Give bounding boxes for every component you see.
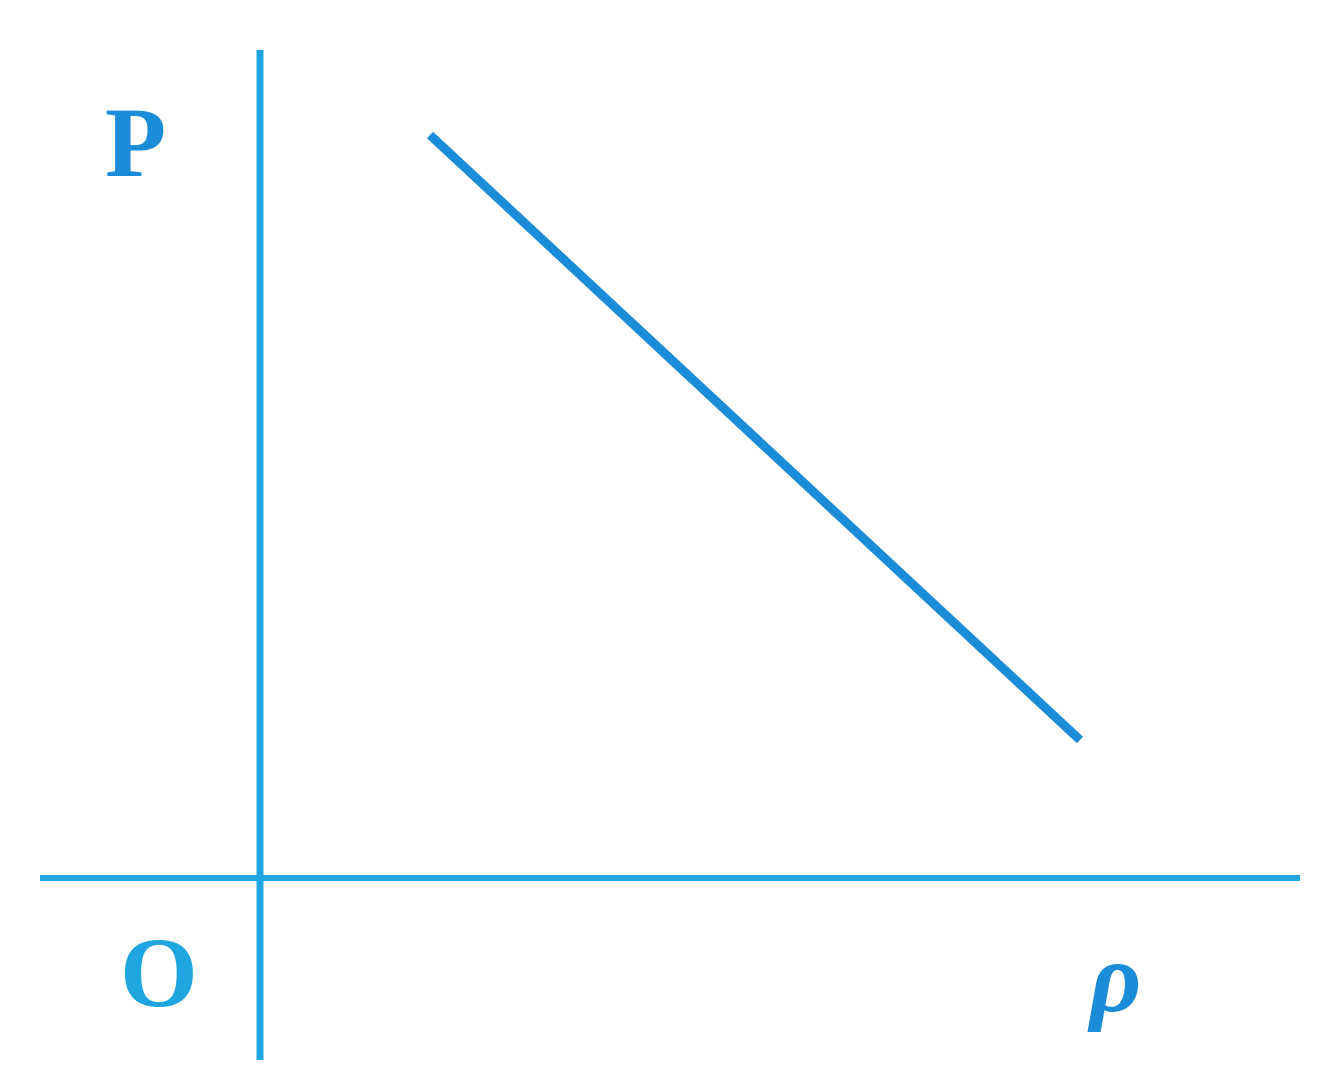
origin-label: O (120, 915, 198, 1030)
x-axis-label: ρ (1090, 920, 1142, 1035)
data-line (430, 135, 1080, 740)
y-axis-label: P (105, 85, 166, 200)
chart-container: P O ρ (0, 0, 1332, 1083)
